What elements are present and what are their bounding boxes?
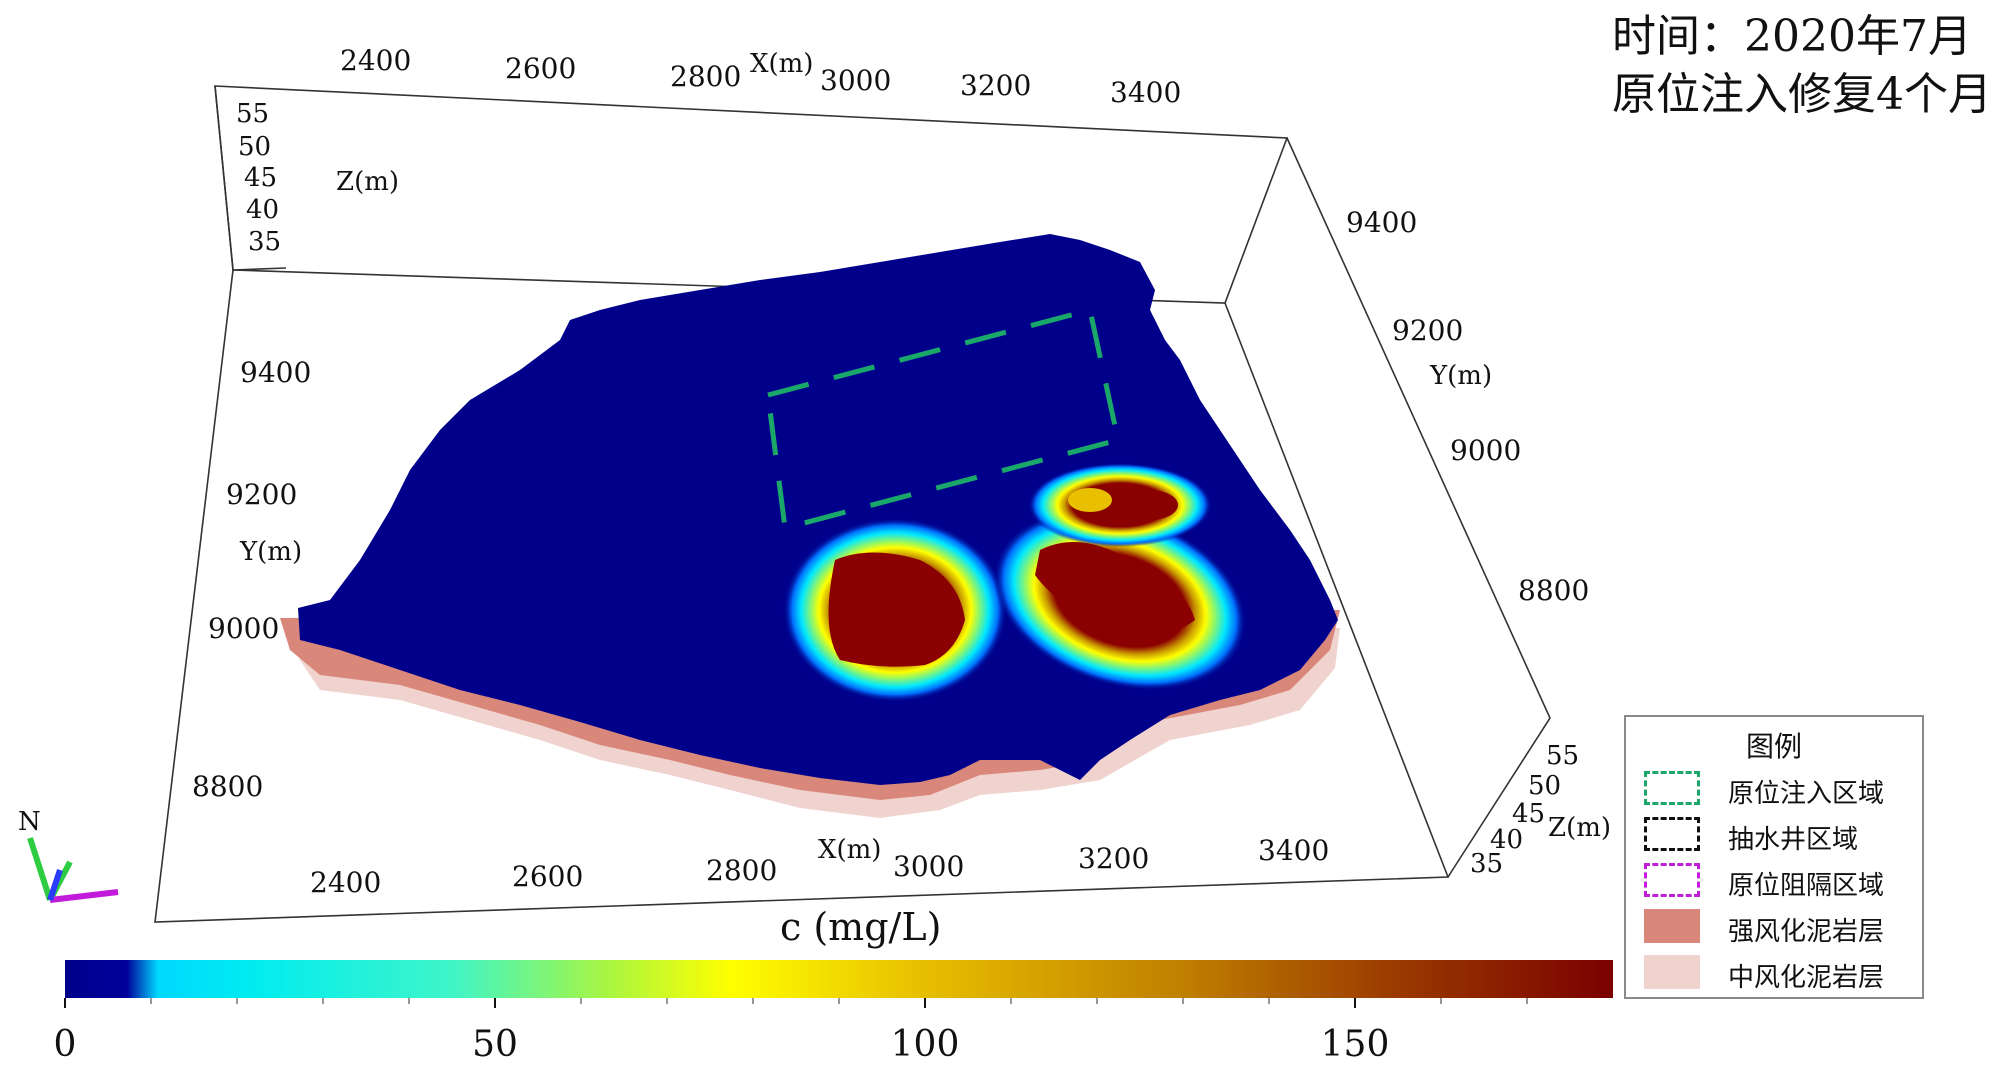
legend-symbol-moderate-weathered [1644, 955, 1700, 989]
legend-label: 抽水井区域 [1728, 825, 1859, 855]
x-axis-label-top: X(m) [750, 49, 813, 79]
z-tick-right: 35 [1470, 849, 1503, 879]
x-tick-bottom: 3000 [893, 850, 964, 883]
colorbar-tick-label: 150 [1321, 1024, 1390, 1065]
y-tick-right: 9000 [1450, 434, 1521, 467]
plume-north-yellow [1068, 488, 1112, 512]
z-axis-label-left: Z(m) [336, 167, 399, 197]
legend-title: 图例 [1745, 730, 1802, 763]
y-axis-label-right: Y(m) [1429, 361, 1492, 391]
z-axis-label-right: Z(m) [1548, 813, 1611, 843]
x-tick-top: 2800 [670, 60, 741, 93]
injection-zone-outline [765, 306, 1121, 532]
y-tick-left: 9200 [226, 478, 297, 511]
y-tick-right: 8800 [1518, 574, 1589, 607]
x-axis-label-bottom: X(m) [818, 835, 881, 865]
compass-y-arm [47, 869, 63, 901]
compass-x-arm [49, 889, 119, 903]
colorbar-tick-label: 0 [54, 1024, 77, 1065]
x-tick-top: 3000 [820, 64, 891, 97]
status-line: 原位注入修复4个月 [1612, 69, 1992, 120]
legend-symbol-injection [1644, 771, 1700, 805]
plume-east-core [1035, 542, 1195, 634]
legend-item-moderately-weathered: 中风化泥岩层 [1644, 951, 1924, 997]
z-tick-left: 40 [246, 195, 279, 225]
legend-item-barrier-zone: 原位阻隔区域 [1644, 859, 1924, 905]
plume-north [1028, 463, 1212, 547]
legend-item-strongly-weathered: 强风化泥岩层 [1644, 905, 1924, 951]
legend-label: 强风化泥岩层 [1728, 917, 1885, 947]
x-tick-top: 2400 [340, 44, 411, 77]
z-tick-right: 50 [1528, 771, 1561, 801]
colorbar [65, 960, 1613, 998]
y-tick-right: 9400 [1346, 206, 1417, 239]
z-tick-right: 55 [1546, 741, 1579, 771]
z-tick-left: 50 [238, 132, 271, 162]
x-tick-bottom: 3200 [1078, 842, 1149, 875]
y-tick-left: 9400 [240, 356, 311, 389]
compass-north-arm [27, 837, 53, 901]
x-tick-bottom: 2600 [512, 860, 583, 893]
x-tick-top: 3200 [960, 69, 1031, 102]
z-tick-left: 35 [248, 227, 281, 257]
colorbar-tick-label: 50 [472, 1024, 518, 1065]
axis-labels: 2400 2600 2800 3000 3200 3400 X(m) 2400 2600 2800… [192, 44, 1611, 899]
legend-item-injection-zone: 原位注入区域 [1644, 767, 1924, 813]
legend-symbol-strong-weathered [1644, 909, 1700, 943]
plume-west-core [828, 552, 965, 667]
x-tick-bottom: 2800 [706, 854, 777, 887]
bounding-box [154, 85, 1551, 923]
z-tick-right: 40 [1490, 825, 1523, 855]
y-tick-right: 9200 [1392, 314, 1463, 347]
x-tick-bottom: 3400 [1258, 834, 1329, 867]
x-tick-bottom: 2400 [310, 866, 381, 899]
colorbar-title: c (mg/L) [780, 905, 942, 949]
legend: 图例 原位注入区域 抽水井区域 原位阻隔区域 强风化泥岩层 中风化泥岩层 [1624, 715, 1924, 999]
z-tick-right: 45 [1512, 799, 1545, 829]
time-annotation: 时间：2020年7月 原位注入修复4个月 [1612, 8, 1992, 124]
y-tick-left: 9000 [208, 612, 279, 645]
concentration-plumes [783, 463, 1247, 702]
compass-label: N [18, 807, 41, 837]
legend-symbol-barrier [1644, 863, 1700, 897]
legend-label: 原位阻隔区域 [1728, 871, 1885, 901]
legend-symbol-pumping [1644, 817, 1700, 851]
legend-label: 中风化泥岩层 [1728, 963, 1885, 993]
y-axis-label-left: Y(m) [239, 537, 302, 567]
y-tick-left: 8800 [192, 770, 263, 803]
time-line: 时间：2020年7月 [1612, 11, 1972, 62]
x-tick-top: 2600 [505, 52, 576, 85]
plume-north-core [1122, 490, 1178, 520]
legend-item-pumping-zone: 抽水井区域 [1644, 813, 1924, 859]
north-compass: N [18, 807, 119, 903]
z-tick-left: 55 [236, 99, 269, 129]
legend-label: 原位注入区域 [1728, 779, 1885, 809]
z-tick-left: 45 [244, 163, 277, 193]
colorbar-tick-label: 100 [891, 1024, 960, 1065]
colorbar-ticks: 0 50 100 150 [54, 998, 1528, 1065]
x-tick-top: 3400 [1110, 76, 1181, 109]
